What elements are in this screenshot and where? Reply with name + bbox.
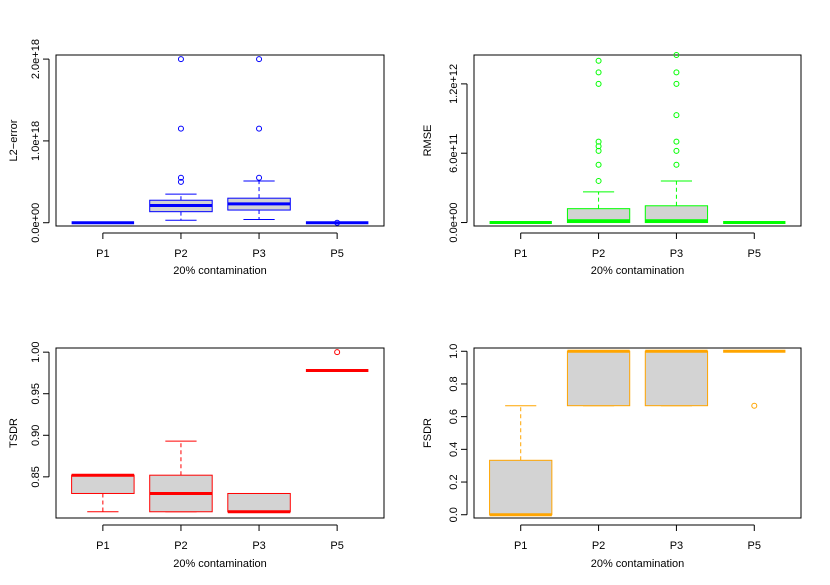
x-tick-label: P2 [592,248,605,260]
outlier-point [334,219,341,226]
plot-frame [55,347,385,519]
iqr-box [644,350,709,407]
x-tick-label: P3 [670,540,683,552]
y-tick-label: 0.4 [448,442,460,457]
y-tick-label: 0.6 [448,409,460,424]
outlier-point [595,80,602,87]
box-p3 [227,492,291,514]
outlier-point [673,138,680,145]
y-tick-label: 1.0e+18 [30,121,42,161]
iqr-box [227,492,291,513]
box-p5 [305,349,369,372]
x-tick-label: P2 [592,540,605,552]
box-p1 [71,473,135,513]
iqr-box [566,208,631,224]
panel-l2-error: 0.0e+00 1.0e+18 2.0e+18 P1 P2 P3 P5 20% contami… [8,39,385,277]
y-tick-label: 0.95 [30,383,42,404]
x-axis-label: 20% contamination [591,265,685,277]
plot-frame [473,54,802,227]
y-axis-label: L2−error [8,119,20,161]
iqr-box [71,474,135,494]
x-tick-label: P5 [330,248,343,260]
x-axis-label: 20% contamination [173,265,267,277]
x-tick-label: P1 [514,540,527,552]
plot-frame [473,347,802,519]
y-tick-label: 1.00 [30,341,42,362]
box-p2 [149,440,213,513]
outlier-point [256,125,263,132]
y-tick-label: 0.0e+00 [30,203,42,243]
outlier-point [673,52,680,58]
outlier-point [595,177,602,184]
outlier-point [177,56,184,63]
x-tick-label: P5 [330,540,343,552]
box-p3 [644,52,709,224]
outlier-point [673,80,680,87]
y-tick-label: 0.2 [448,474,460,489]
outlier-point [595,57,602,64]
iqr-box [566,350,631,407]
x-tick-label: P2 [174,540,187,552]
outlier-point [177,125,184,132]
x-axis-label: 20% contamination [591,558,685,570]
outlier-point [334,349,341,356]
box-p2 [149,56,213,221]
y-tick-label: 1.2e+12 [448,64,460,104]
y-tick-label: 0.8 [448,376,460,391]
outlier-point [595,138,602,145]
outlier-point [751,402,758,409]
y-tick-label: 1.0 [448,344,460,359]
x-tick-label: P2 [174,248,187,260]
y-tick-label: 0.0 [448,507,460,522]
x-axis-label: 20% contamination [173,558,267,570]
box-p3 [227,56,291,220]
outlier-point [595,69,602,76]
x-tick-label: P3 [252,248,265,260]
x-tick-label: P3 [670,248,683,260]
y-tick-label: 0.85 [30,466,42,487]
plot-frame [55,54,385,227]
outlier-point [673,112,680,119]
iqr-box [644,205,709,224]
box-p3 [644,349,709,407]
outlier-point [673,147,680,154]
y-axis-label: FSDR [422,418,434,448]
x-tick-label: P5 [748,540,761,552]
y-axis-label: RMSE [422,125,434,157]
y-axis-label: TSDR [8,418,20,448]
outlier-point [673,161,680,168]
outlier-point [673,69,680,76]
box-p2 [566,57,631,224]
panel-fsdr: 0.0 0.2 0.4 0.6 0.8 1.0 P1 P2 P3 P5 20% contaminat… [422,344,802,570]
x-tick-label: P1 [96,540,109,552]
box-p2 [566,349,631,407]
outlier-point [595,161,602,168]
y-tick-label: 6.0e+11 [448,134,460,173]
outlier-point [256,174,263,181]
box-p1 [489,405,553,517]
outlier-point [256,56,263,63]
outlier-point [177,174,184,181]
x-tick-label: P1 [96,248,109,260]
y-tick-label: 0.0e+00 [448,202,460,242]
panel-tsdr: 0.85 0.90 0.95 1.00 P1 P2 P3 P5 20% contaminatio… [8,341,385,570]
x-tick-label: P1 [514,248,527,260]
box-p5 [723,349,786,409]
outlier-point [177,178,184,185]
box-p5 [305,219,369,226]
y-tick-label: 2.0e+18 [30,39,42,79]
x-tick-label: P3 [252,540,265,552]
iqr-box [489,459,553,516]
x-tick-label: P5 [748,248,761,260]
panel-rmse: 0.0e+00 6.0e+11 1.2e+12 P1 P2 P3 P5 20% contami… [422,52,802,277]
y-tick-label: 0.90 [30,425,42,446]
